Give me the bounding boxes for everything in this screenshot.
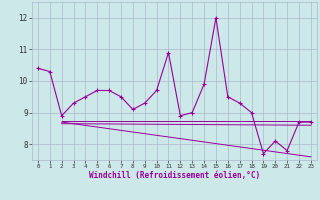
X-axis label: Windchill (Refroidissement éolien,°C): Windchill (Refroidissement éolien,°C) xyxy=(89,171,260,180)
